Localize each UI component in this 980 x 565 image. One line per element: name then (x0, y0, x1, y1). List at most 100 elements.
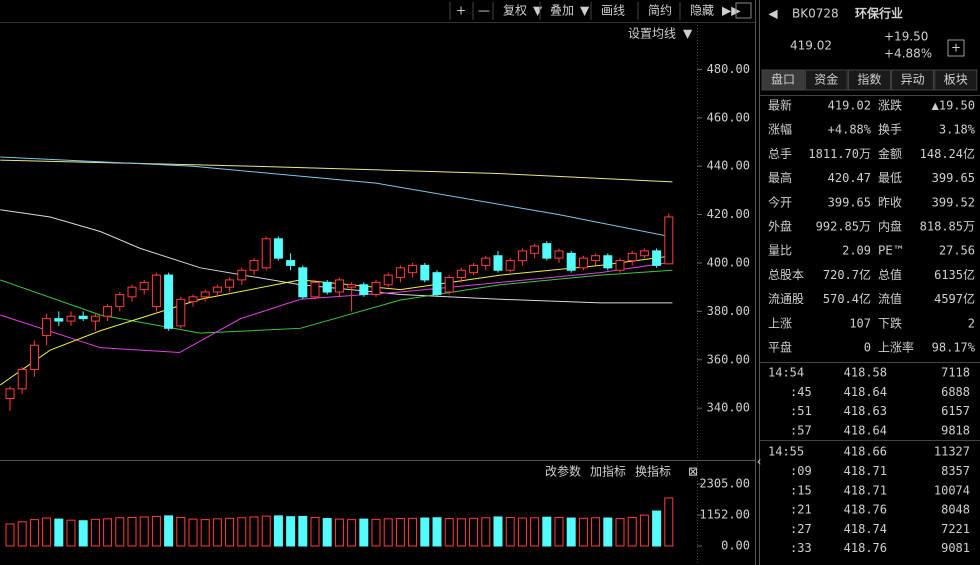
quote-value: 148.24亿 (920, 146, 975, 161)
candle-body (530, 245, 540, 254)
indicator-button[interactable]: 改参数 (545, 464, 581, 479)
candle-body (517, 250, 527, 262)
quote-label: 涨幅 (768, 122, 792, 137)
indicator-button[interactable]: 加指标 (590, 464, 626, 479)
quote-label: 换手 (878, 123, 902, 137)
tab-label[interactable]: 板块 (944, 73, 968, 87)
indicator-button[interactable]: 换指标 (635, 464, 671, 479)
toolbar-button[interactable]: — (478, 4, 490, 18)
quote-value: 720.7亿 (823, 267, 871, 282)
volume-bar (103, 518, 113, 547)
y-tick-label: 380.00 (707, 304, 750, 318)
trade-price: 418.71 (844, 483, 887, 497)
quote-value: 4597亿 (934, 291, 975, 306)
candle-body (639, 250, 649, 257)
quote-value: 27.56 (939, 244, 975, 258)
toolbar-button[interactable]: 简约 (648, 3, 672, 18)
y-tick-label: 0.00 (721, 538, 750, 552)
collapse-icon[interactable]: ‹ (757, 455, 762, 469)
trade-volume: 6157 (941, 404, 970, 418)
trade-price: 418.64 (844, 385, 887, 399)
volume-bar (664, 497, 674, 547)
volume-bar (578, 517, 588, 547)
volume-bar (200, 519, 210, 547)
tab-label[interactable]: 资金 (814, 72, 838, 87)
volume-bar (408, 517, 418, 547)
back-arrow[interactable]: ◀ (768, 7, 778, 21)
candle-body (261, 238, 271, 269)
fullscreen-icon[interactable] (735, 2, 752, 19)
candle-body (17, 368, 27, 390)
toolbar-button[interactable]: + (456, 4, 466, 18)
quote-value: 6135亿 (934, 267, 975, 282)
toolbar-button[interactable]: 复权 (503, 4, 527, 18)
trade-time: :45 (790, 385, 812, 399)
y-tick-label: 400.00 (707, 255, 750, 269)
tab-label[interactable]: 异动 (901, 73, 925, 87)
candle-body (115, 293, 125, 308)
quote-value: 570.4亿 (823, 291, 871, 306)
candle-body (139, 281, 149, 291)
trade-time: :15 (790, 483, 812, 497)
volume-bar (615, 518, 625, 547)
volume-bar (127, 516, 137, 547)
candle-body (310, 281, 320, 298)
candle-body (444, 277, 454, 293)
candle-body (456, 269, 466, 279)
volume-bar (591, 517, 601, 547)
quote-value: 0 (864, 341, 871, 355)
toolbar-button[interactable]: 画线 (601, 4, 625, 18)
trade-time: 14:54 (768, 366, 804, 380)
trade-volume: 8048 (941, 503, 970, 517)
tab[interactable] (891, 69, 935, 91)
quote-label: 上涨 (768, 315, 792, 330)
volume-bar (432, 517, 442, 547)
quote-label: 外盘 (768, 219, 792, 234)
y-tick-label: 440.00 (707, 159, 750, 173)
candle-body (273, 238, 283, 259)
y-tick-label: 460.00 (707, 110, 750, 124)
quote-value: ▲19.50 (932, 99, 975, 113)
add-box[interactable] (947, 39, 965, 57)
tab[interactable] (761, 69, 805, 91)
toolbar-button[interactable]: 叠加 (550, 4, 574, 18)
volume-bar (286, 516, 296, 547)
candle-body (627, 252, 637, 262)
add-icon[interactable]: + (951, 41, 961, 55)
y-tick-label: 1152.00 (699, 508, 750, 522)
tab-label[interactable]: 盘口 (771, 72, 795, 87)
tab-label[interactable]: 指数 (857, 72, 881, 87)
quote-label: 平盘 (768, 340, 792, 355)
volume-bar (17, 521, 27, 547)
candle-body (578, 257, 588, 269)
trade-price: 418.76 (844, 503, 887, 517)
quote-label: 最低 (878, 171, 902, 185)
volume-bar (347, 519, 357, 547)
quote-value: 419.02 (828, 99, 871, 113)
tab[interactable] (934, 69, 978, 91)
tab[interactable] (847, 69, 891, 91)
volume-bar (273, 515, 283, 547)
trade-price: 418.74 (844, 522, 887, 536)
tab[interactable] (804, 69, 848, 91)
volume-bar (322, 518, 332, 547)
quote-value: 2 (968, 316, 975, 330)
trade-volume: 7221 (941, 522, 970, 536)
candle-body (481, 257, 491, 266)
volume-bar (456, 518, 466, 547)
ma-setting[interactable]: 设置均线 (628, 27, 676, 41)
more-icon[interactable]: ▶▶ (722, 4, 741, 18)
trade-price: 418.71 (844, 464, 887, 478)
code: BK0728 (792, 7, 839, 21)
quote-value: 399.65 (932, 171, 975, 185)
trade-volume: 11327 (934, 445, 970, 459)
volume-bar (530, 517, 540, 547)
quote-label: 昨收 (878, 195, 902, 209)
dropdown-arrow: ▼ (580, 4, 590, 18)
toolbar-button[interactable]: 隐藏 (690, 4, 714, 18)
close-icon[interactable]: ⊠ (688, 465, 698, 479)
trade-time: :21 (790, 503, 812, 517)
volume-bar (383, 518, 393, 547)
quote-value: 2.09 (842, 244, 871, 258)
